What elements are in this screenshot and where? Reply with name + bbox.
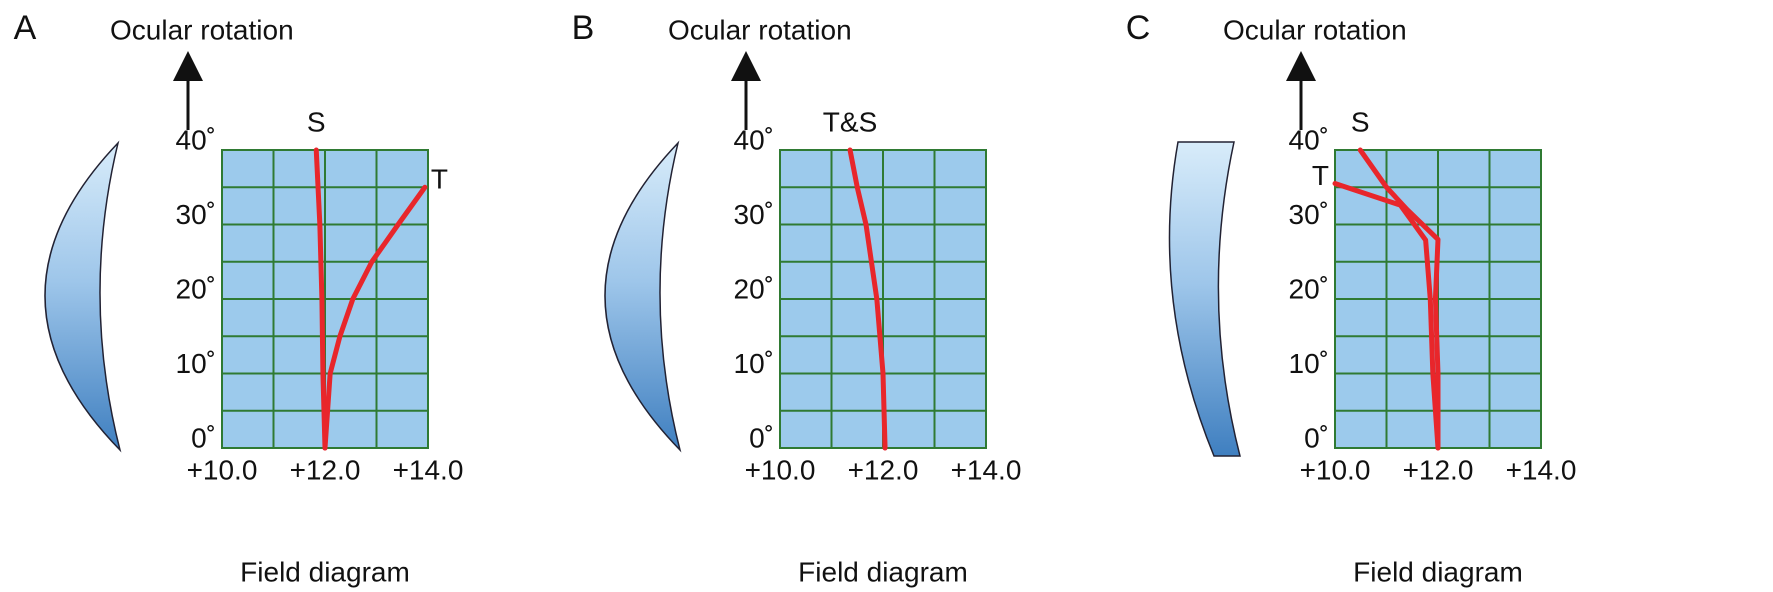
y-tick-label: 0˚ <box>749 422 774 453</box>
curve <box>1332 181 1441 451</box>
x-tick-label: +10.0 <box>745 454 816 485</box>
axis-title: Ocular rotation <box>1223 14 1407 45</box>
series-label: S <box>1351 106 1370 137</box>
y-tick-label: 0˚ <box>191 422 216 453</box>
x-tick-label: +12.0 <box>848 454 919 485</box>
x-axis-title: Field diagram <box>1353 556 1523 587</box>
y-tick-label: 20˚ <box>176 273 216 304</box>
curve <box>322 184 428 451</box>
x-tick-label: +10.0 <box>1300 454 1371 485</box>
y-tick-label: 40˚ <box>176 124 216 155</box>
panel-label: C <box>1126 9 1151 47</box>
y-tick-label: 30˚ <box>1289 199 1329 230</box>
panel-label: A <box>14 9 37 47</box>
x-tick-label: +14.0 <box>1506 454 1577 485</box>
y-tick-label: 40˚ <box>1289 124 1329 155</box>
x-tick-label: +12.0 <box>290 454 361 485</box>
y-tick-label: 10˚ <box>1289 348 1329 379</box>
lens <box>44 140 122 453</box>
panel-label: B <box>572 9 595 47</box>
curve <box>847 147 888 451</box>
axis-title: Ocular rotation <box>110 14 294 45</box>
x-tick-label: +12.0 <box>1403 454 1474 485</box>
lens <box>604 140 682 453</box>
x-axis-title: Field diagram <box>798 556 968 587</box>
x-tick-label: +10.0 <box>187 454 258 485</box>
y-tick-label: 10˚ <box>734 348 774 379</box>
x-tick-label: +14.0 <box>393 454 464 485</box>
axis-title: Ocular rotation <box>668 14 852 45</box>
curve <box>1357 147 1441 451</box>
y-tick-label: 20˚ <box>734 273 774 304</box>
x-axis-title: Field diagram <box>240 556 410 587</box>
series-label: S <box>307 106 326 137</box>
y-tick-label: 30˚ <box>734 199 774 230</box>
x-tick-label: +14.0 <box>951 454 1022 485</box>
y-tick-label: 0˚ <box>1304 422 1329 453</box>
y-tick-label: 40˚ <box>734 124 774 155</box>
y-tick-label: 10˚ <box>176 348 216 379</box>
series-label: T <box>1312 160 1329 191</box>
y-tick-label: 30˚ <box>176 199 216 230</box>
lens <box>1168 141 1241 457</box>
series-label: T <box>431 164 448 195</box>
y-tick-label: 20˚ <box>1289 273 1329 304</box>
curve <box>313 147 328 451</box>
series-label: T&S <box>823 106 877 137</box>
